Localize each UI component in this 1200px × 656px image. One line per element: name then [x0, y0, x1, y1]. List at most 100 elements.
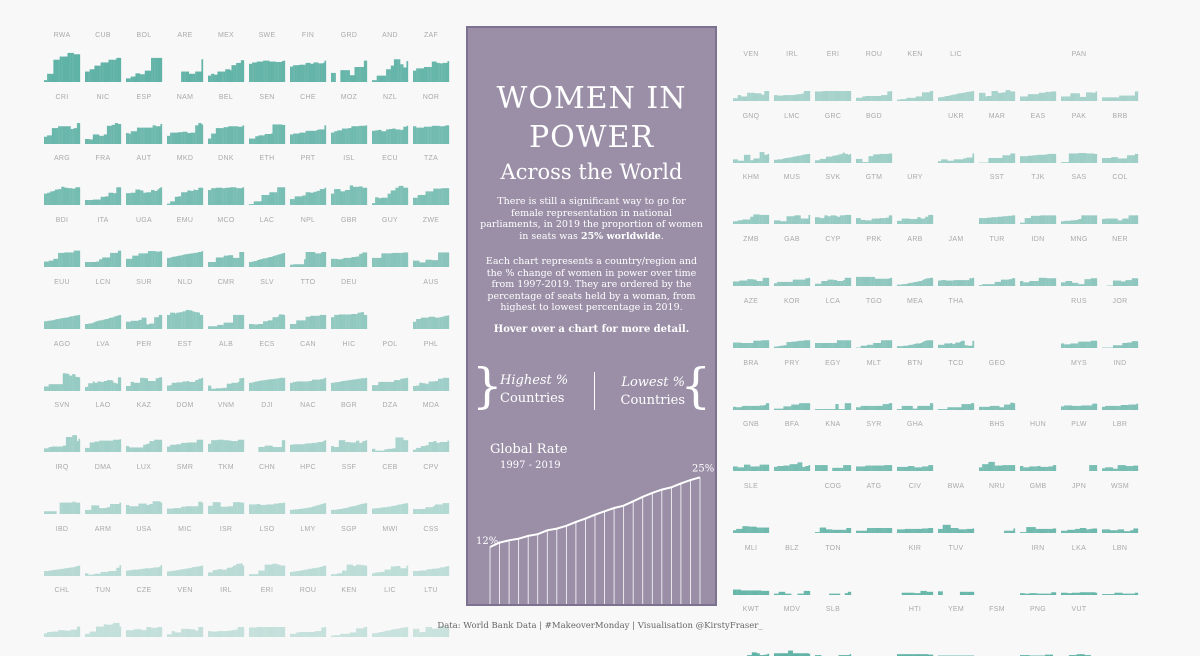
panels_right-chart-pak[interactable]: PAK [1061, 113, 1097, 163]
panels_left-chart-css[interactable]: CSS [413, 526, 449, 576]
panels_right-chart-blank-46[interactable] [979, 298, 1015, 348]
panels_right-chart-pan[interactable]: PAN [1061, 51, 1097, 101]
panels_right-chart-jor[interactable]: JOR [1102, 298, 1138, 348]
panels_left-chart-pol[interactable]: POL [372, 341, 408, 391]
panels_right-chart-ind[interactable]: IND [1102, 360, 1138, 410]
panels_left-chart-slv[interactable]: SLV [249, 279, 285, 329]
panels_right-chart-blank-6[interactable] [979, 51, 1015, 101]
panels_right-chart-gtm[interactable]: GTM [856, 174, 892, 224]
panels_right-chart-tha[interactable]: THA [938, 298, 974, 348]
panels_right-chart-rou[interactable]: ROU [856, 51, 892, 101]
panels_right-chart-mus[interactable]: MUS [774, 174, 810, 224]
panels_right-chart-lca[interactable]: LCA [815, 298, 851, 348]
panels_left-chart-fin[interactable]: FIN [290, 32, 326, 82]
panels_left-chart-fra[interactable]: FRA [85, 155, 121, 205]
panels_left-chart-che[interactable]: CHE [290, 94, 326, 144]
panels_left-chart-ssf[interactable]: SSF [331, 464, 367, 514]
panels_left-chart-mex[interactable]: MEX [208, 32, 244, 82]
panels_right-chart-gha[interactable]: GHA [897, 421, 933, 471]
panels_left-chart-npl[interactable]: NPL [290, 217, 326, 267]
panels_right-chart-pry[interactable]: PRY [774, 360, 810, 410]
panels_left-chart-usa[interactable]: USA [126, 526, 162, 576]
panels_right-chart-mng[interactable]: MNG [1061, 236, 1097, 286]
panels_right-chart-mar[interactable]: MAR [979, 113, 1015, 163]
panels_left-chart-sgp[interactable]: SGP [331, 526, 367, 576]
global-rate-chart[interactable]: 12%25% [468, 428, 715, 606]
panels_right-chart-kwt[interactable]: KWT [733, 606, 769, 656]
panels_left-chart-nzl[interactable]: NZL [372, 94, 408, 144]
panels_left-chart-tkm[interactable]: TKM [208, 464, 244, 514]
panels_left-chart-dnk[interactable]: DNK [208, 155, 244, 205]
panels_left-chart-eth[interactable]: ETH [249, 155, 285, 205]
panels_right-chart-gmb[interactable]: GMB [1020, 483, 1056, 533]
panels_right-chart-sas[interactable]: SAS [1061, 174, 1097, 224]
panels_left-chart-alb[interactable]: ALB [208, 341, 244, 391]
panels_left-chart-mkd[interactable]: MKD [167, 155, 203, 205]
panels_right-chart-blank-71[interactable] [774, 483, 810, 533]
panels_left-chart-dma[interactable]: DMA [85, 464, 121, 514]
panels_left-chart-tto[interactable]: TTO [290, 279, 326, 329]
panels_left-chart-moz[interactable]: MOZ [331, 94, 367, 144]
panels_right-chart-hti[interactable]: HTI [897, 606, 933, 656]
panels_right-chart-gnb[interactable]: GNB [733, 421, 769, 471]
panels_right-chart-vut[interactable]: VUT [1061, 606, 1097, 656]
panels_right-chart-lka[interactable]: LKA [1061, 545, 1097, 595]
panels_left-chart-irq[interactable]: IRQ [44, 464, 80, 514]
panels_left-chart-uga[interactable]: UGA [126, 217, 162, 267]
panels_left-chart-smr[interactable]: SMR [167, 464, 203, 514]
panels_left-chart-chn[interactable]: CHN [249, 464, 285, 514]
panels_right-chart-mea[interactable]: MEA [897, 298, 933, 348]
panels_right-chart-blank-57[interactable] [1020, 360, 1056, 410]
panels_right-chart-col[interactable]: COL [1102, 174, 1138, 224]
panels_left-chart-sur[interactable]: SUR [126, 279, 162, 329]
panels_right-chart-kor[interactable]: KOR [774, 298, 810, 348]
panels_right-chart-jpn[interactable]: JPN [1061, 483, 1097, 533]
panels_left-chart-est[interactable]: EST [167, 341, 203, 391]
panels_left-chart-dza[interactable]: DZA [372, 402, 408, 452]
panels_left-chart-bdi[interactable]: BDI [44, 217, 80, 267]
panels_left-chart-bgr[interactable]: BGR [331, 402, 367, 452]
panels_right-chart-blank-93[interactable] [856, 606, 892, 656]
panels_right-chart-fsm[interactable]: FSM [979, 606, 1015, 656]
panels_right-chart-ven[interactable]: VEN [733, 51, 769, 101]
panels_right-chart-blank-86[interactable] [979, 545, 1015, 595]
panels_right-chart-blank-25[interactable] [938, 174, 974, 224]
panels_left-chart-esp[interactable]: ESP [126, 94, 162, 144]
panels_left-chart-lso[interactable]: LSO [249, 526, 285, 576]
panels_left-chart-deu[interactable]: DEU [331, 279, 367, 329]
panels_right-chart-ner[interactable]: NER [1102, 236, 1138, 286]
panels_left-chart-lac[interactable]: LAC [249, 217, 285, 267]
panels_right-chart-svk[interactable]: SVK [815, 174, 851, 224]
panels_right-chart-idn[interactable]: IDN [1020, 236, 1056, 286]
panels_left-chart-ibd[interactable]: IBD [44, 526, 80, 576]
panels_right-chart-bra[interactable]: BRA [733, 360, 769, 410]
panels_right-chart-cog[interactable]: COG [815, 483, 851, 533]
panels_right-chart-lbn[interactable]: LBN [1102, 545, 1138, 595]
panels_right-chart-tcd[interactable]: TCD [938, 360, 974, 410]
panels_left-chart-kaz[interactable]: KAZ [126, 402, 162, 452]
panels_right-chart-mlt[interactable]: MLT [856, 360, 892, 410]
panels_left-chart-sen[interactable]: SEN [249, 94, 285, 144]
panels_left-chart-cpv[interactable]: CPV [413, 464, 449, 514]
panels_right-chart-rus[interactable]: RUS [1061, 298, 1097, 348]
panels_left-chart-prt[interactable]: PRT [290, 155, 326, 205]
panels_left-chart-are[interactable]: ARE [167, 32, 203, 82]
panels_left-chart-ecu[interactable]: ECU [372, 155, 408, 205]
panels_right-chart-mdv[interactable]: MDV [774, 606, 810, 656]
panels_right-chart-blank-47[interactable] [1020, 298, 1056, 348]
panels_right-chart-geo[interactable]: GEO [979, 360, 1015, 410]
panels_right-chart-bwa[interactable]: BWA [938, 483, 974, 533]
panels_right-chart-png[interactable]: PNG [1020, 606, 1056, 656]
panels_right-chart-lmc[interactable]: LMC [774, 113, 810, 163]
panels_left-chart-dom[interactable]: DOM [167, 402, 203, 452]
panels_right-chart-cyp[interactable]: CYP [815, 236, 851, 286]
panels_right-chart-prk[interactable]: PRK [856, 236, 892, 286]
panels_left-chart-per[interactable]: PER [126, 341, 162, 391]
panels_left-chart-swe[interactable]: SWE [249, 32, 285, 82]
panels_right-chart-arb[interactable]: ARB [897, 236, 933, 286]
panels_right-chart-tjk[interactable]: TJK [1020, 174, 1056, 224]
panels_right-chart-jam[interactable]: JAM [938, 236, 974, 286]
panels_right-chart-eas[interactable]: EAS [1020, 113, 1056, 163]
panels_right-chart-ton[interactable]: TON [815, 545, 851, 595]
panels_left-chart-nor[interactable]: NOR [413, 94, 449, 144]
